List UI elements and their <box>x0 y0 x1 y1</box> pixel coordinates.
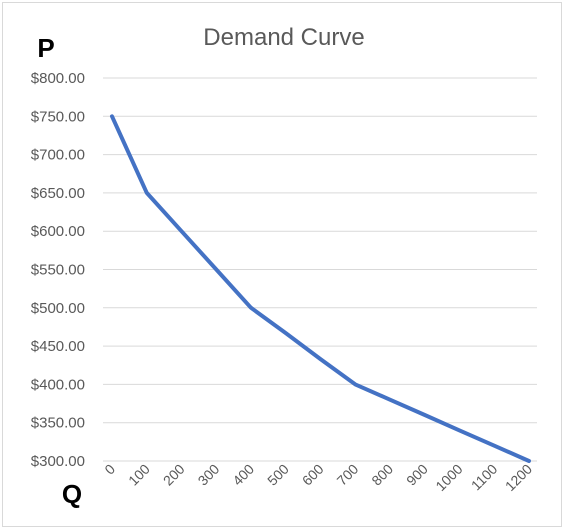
x-axis-label: Q <box>62 479 82 509</box>
x-tick-label: 700 <box>334 461 362 489</box>
y-tick-label: $350.00 <box>31 415 85 432</box>
x-tick-label: 400 <box>229 461 257 489</box>
y-tick-label: $700.00 <box>31 147 85 164</box>
y-tick-label: $450.00 <box>31 338 85 355</box>
series-layer <box>110 114 531 463</box>
x-tick-labels: 0 100 200 300 400 500 600 700 800 900 1000 1100 1200 <box>101 461 535 494</box>
y-tick-label: $300.00 <box>31 453 85 470</box>
x-tick-label: 300 <box>195 461 223 489</box>
x-tick-label: 0 <box>101 461 118 478</box>
y-tick-label: $650.00 <box>31 185 85 202</box>
y-tick-label: $400.00 <box>31 376 85 393</box>
y-tick-label: $800.00 <box>31 70 85 87</box>
x-tick-label: 800 <box>368 461 396 489</box>
y-tick-label: $600.00 <box>31 223 85 240</box>
chart-frame <box>2 2 562 527</box>
y-tick-label: $750.00 <box>31 108 85 125</box>
x-tick-label: 200 <box>160 461 188 489</box>
gridlines <box>103 77 537 462</box>
chart-title: Demand Curve <box>203 24 364 51</box>
x-tick-label: 600 <box>299 461 327 489</box>
x-tick-label: 500 <box>264 461 292 489</box>
y-tick-labels: $300.00 $350.00 $400.00 $450.00 $500.00 $550.… <box>31 70 85 470</box>
x-tick-label: 1100 <box>468 461 501 494</box>
y-axis-label: P <box>37 33 54 63</box>
x-tick-label: 900 <box>403 461 431 489</box>
x-tick-label: 1000 <box>432 461 465 494</box>
y-tick-label: $500.00 <box>31 300 85 317</box>
y-tick-label: $550.00 <box>31 262 85 279</box>
x-tick-label: 100 <box>125 461 153 489</box>
demand-series-line <box>110 114 531 463</box>
x-tick-label: 1200 <box>502 461 535 494</box>
